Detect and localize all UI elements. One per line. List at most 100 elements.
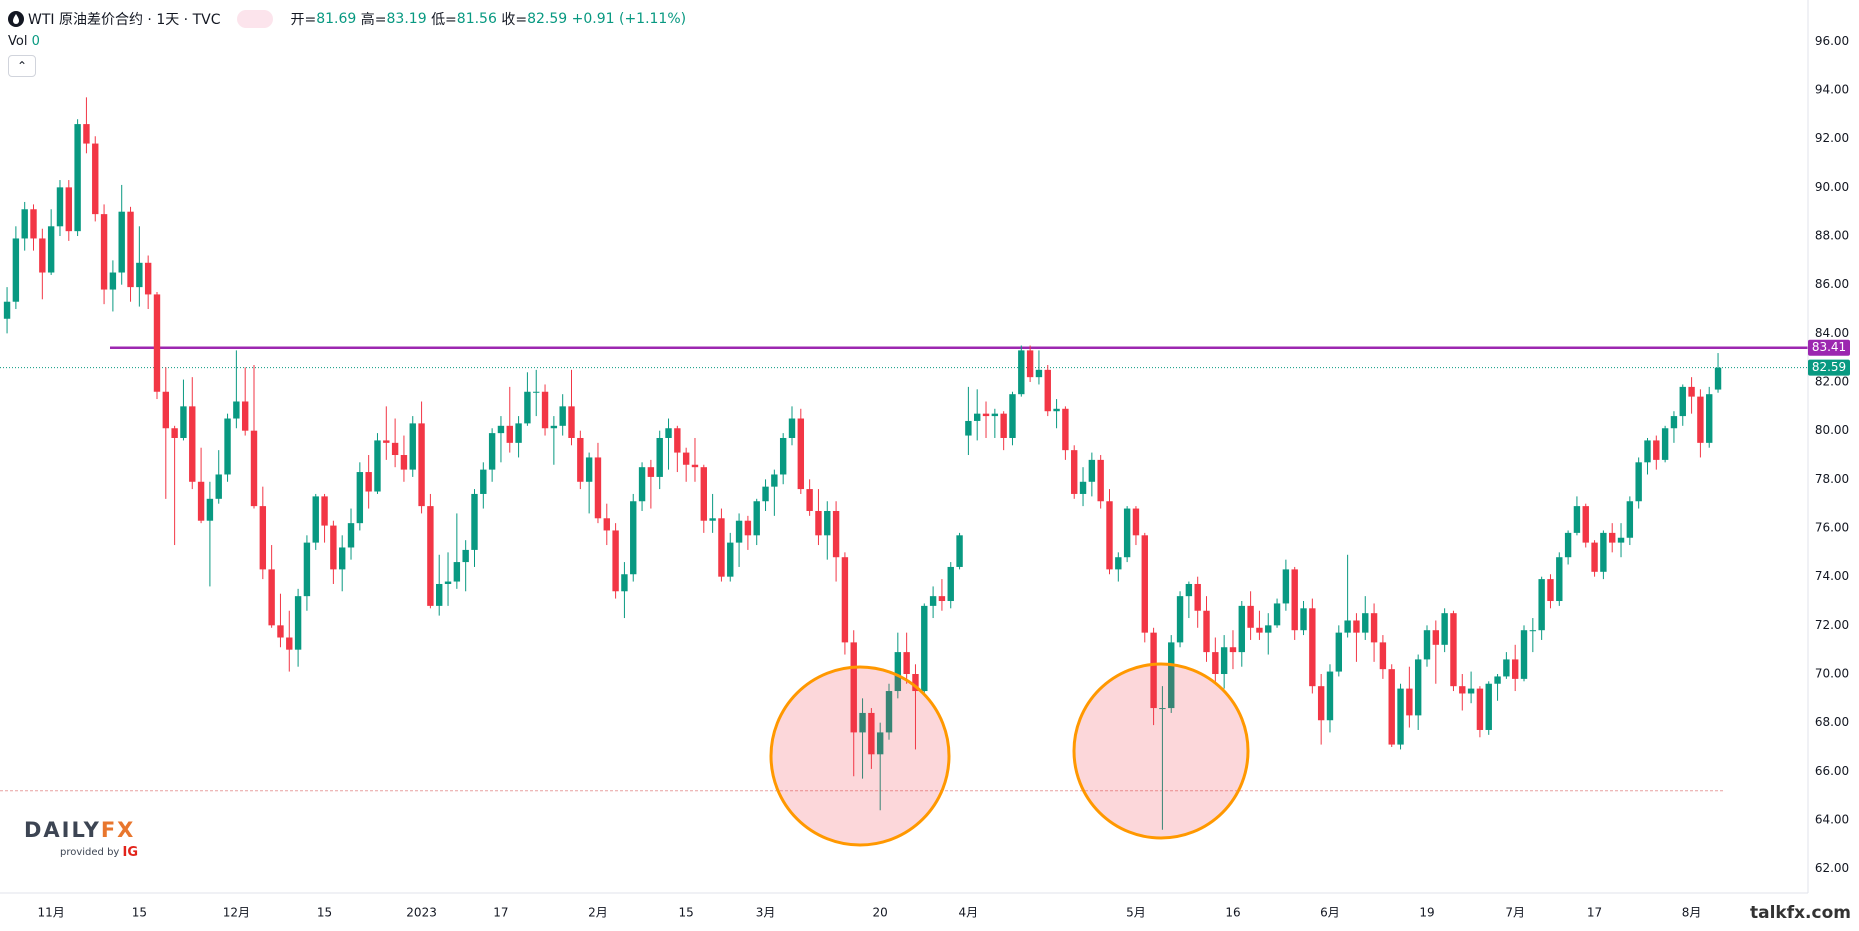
candle-body [638, 467, 646, 502]
y-tick-label: 78.00 [1815, 472, 1849, 486]
candle-body [1326, 671, 1334, 721]
candle-body [1414, 659, 1422, 716]
candle-body [1203, 610, 1210, 653]
candle-body [1635, 462, 1642, 502]
symbol-icon [8, 11, 24, 27]
resistance-tag-label: 83.41 [1812, 340, 1846, 354]
candles [3, 97, 1722, 830]
candle-body [74, 124, 81, 232]
y-tick-label: 70.00 [1815, 667, 1849, 681]
x-tick-label: 2023 [406, 906, 437, 920]
candle-body [56, 187, 64, 227]
candle-body [453, 562, 461, 582]
candle-body [691, 464, 699, 468]
candle-body [1547, 579, 1554, 602]
candle-body [480, 469, 487, 494]
candle-body [47, 226, 55, 273]
candle-body [241, 401, 249, 431]
candle-body [991, 413, 999, 417]
y-tick-label: 62.00 [1815, 861, 1849, 875]
candle-body [83, 124, 90, 144]
candle-body [391, 442, 399, 456]
candle-body [30, 209, 37, 239]
candle-body [118, 211, 125, 273]
candle-body [1600, 532, 1607, 572]
candle-body [1353, 620, 1360, 633]
candle-body [956, 535, 963, 567]
watermark: talkfx.com [1749, 903, 1851, 923]
candle-body [921, 605, 928, 692]
candle-body [929, 596, 937, 606]
y-tick-label: 82.00 [1815, 375, 1849, 389]
candle-body [603, 518, 610, 531]
candle-body [224, 418, 231, 475]
candle-body [347, 523, 355, 548]
candle-body [1679, 386, 1686, 417]
candle-body [1150, 632, 1157, 709]
candle-body [1115, 557, 1122, 570]
candle-body [779, 437, 787, 475]
candle-body [515, 423, 522, 443]
candle-body [1644, 440, 1651, 463]
candle-body [709, 518, 716, 521]
candle-body [1564, 532, 1572, 558]
candle-body [594, 457, 602, 519]
candle-body [559, 406, 566, 426]
candle-body [1379, 642, 1387, 670]
candle-body [1106, 501, 1113, 570]
candle-body [1503, 659, 1510, 677]
candle-body [647, 467, 655, 477]
candle-body [656, 437, 663, 477]
candle-body [365, 472, 372, 492]
candle-body [1141, 535, 1148, 633]
candle-body [92, 143, 99, 215]
candle-body [1653, 440, 1660, 460]
candle-body [436, 583, 443, 606]
candle-body [1335, 632, 1343, 672]
ohlc-value: 83.19 [386, 11, 427, 27]
candle-body [506, 425, 513, 443]
y-tick-label: 86.00 [1815, 277, 1849, 291]
candle-body [771, 474, 778, 487]
candle-body [1432, 630, 1440, 645]
candle-body [868, 712, 875, 755]
dailyfx-logo: DAILYFX provided by IG [24, 818, 138, 859]
svg-text:DAILYFX: DAILYFX [24, 818, 135, 842]
candle-body [718, 518, 725, 577]
candle-body [568, 406, 575, 438]
candle-body [1459, 686, 1466, 694]
candle-body [1062, 408, 1069, 451]
candle-body [727, 542, 734, 577]
candle-body [268, 569, 275, 626]
candle-body [876, 732, 884, 755]
candle-body [1247, 605, 1254, 628]
price-tag-label: 82.59 [1812, 360, 1846, 374]
candle-body [753, 501, 760, 536]
candle-body [356, 472, 364, 524]
x-tick-label: 3月 [756, 906, 776, 920]
candle-body [577, 437, 584, 482]
collapse-button[interactable]: ⌃ [8, 55, 36, 77]
candle-body [938, 596, 946, 602]
candle-body [674, 428, 681, 453]
candle-body [1309, 608, 1316, 687]
candle-body [12, 238, 20, 302]
ohlc-label: 开= [290, 12, 317, 28]
candle-body [277, 625, 284, 638]
svg-text:provided by IG: provided by IG [60, 845, 138, 859]
candle-body [374, 440, 381, 492]
candle-body [144, 262, 152, 295]
candle-body [1706, 394, 1713, 443]
candle-body [1132, 508, 1140, 536]
candle-body [338, 547, 346, 570]
x-tick-label: 17 [493, 906, 508, 920]
candle-body [418, 423, 425, 507]
candle-body [859, 712, 866, 733]
y-tick-label: 96.00 [1815, 34, 1849, 48]
ohlc-label: 高= [360, 12, 387, 28]
y-tick-label: 84.00 [1815, 326, 1849, 340]
candle-body [330, 525, 337, 570]
candle-body [471, 493, 478, 550]
candle-body [1556, 557, 1563, 602]
